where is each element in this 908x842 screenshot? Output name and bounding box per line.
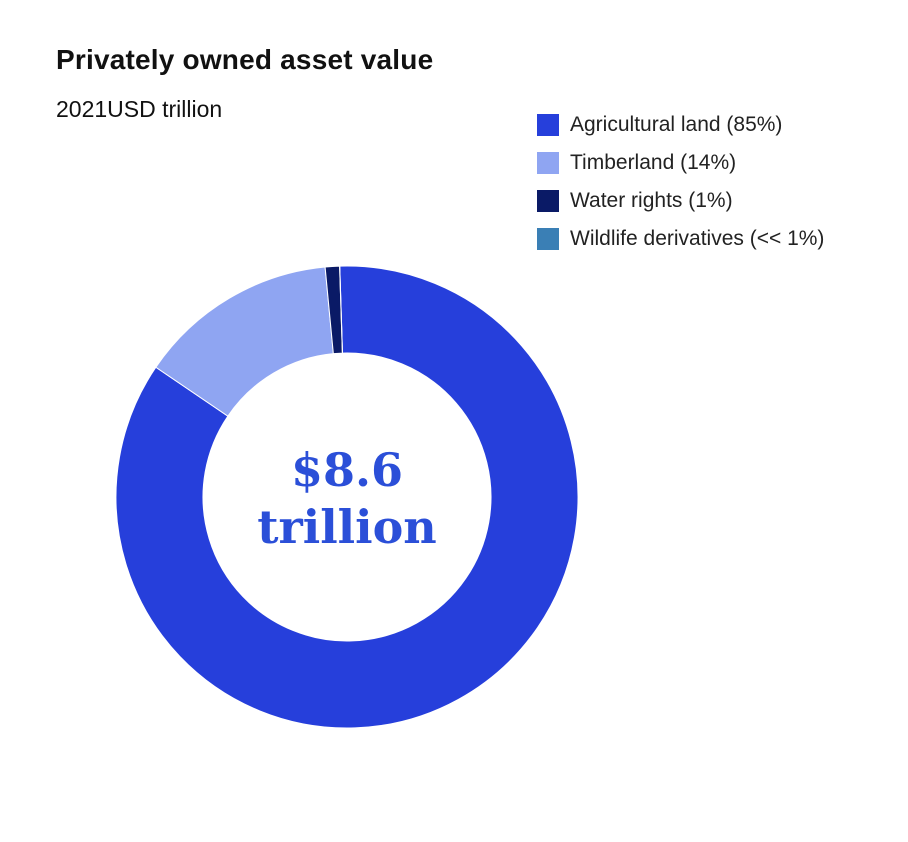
chart-legend: Agricultural land (85%) Timberland (14%)… bbox=[537, 112, 824, 264]
legend-item-timberland: Timberland (14%) bbox=[537, 150, 824, 176]
donut-slices bbox=[115, 265, 579, 729]
center-unit: trillion bbox=[257, 500, 437, 554]
legend-swatch bbox=[537, 228, 559, 250]
center-value: $8.6 bbox=[291, 443, 403, 497]
legend-item-wildlife-derivatives: Wildlife derivatives (<< 1%) bbox=[537, 226, 824, 252]
legend-label: Wildlife derivatives (<< 1%) bbox=[570, 227, 825, 250]
legend-item-water-rights: Water rights (1%) bbox=[537, 188, 824, 214]
legend-item-agricultural-land: Agricultural land (85%) bbox=[537, 112, 824, 138]
chart-title: Privately owned asset value bbox=[56, 44, 434, 75]
legend-swatch bbox=[537, 152, 559, 174]
legend-label: Water rights (1%) bbox=[570, 189, 733, 212]
legend-label: Agricultural land (85%) bbox=[570, 113, 783, 136]
legend-swatch bbox=[537, 190, 559, 212]
chart-subtitle: 2021USD trillion bbox=[56, 96, 223, 122]
legend-label: Timberland (14%) bbox=[570, 151, 737, 174]
donut-slice-0 bbox=[115, 265, 579, 729]
legend-swatch bbox=[537, 114, 559, 136]
donut-slice-3 bbox=[339, 265, 343, 354]
